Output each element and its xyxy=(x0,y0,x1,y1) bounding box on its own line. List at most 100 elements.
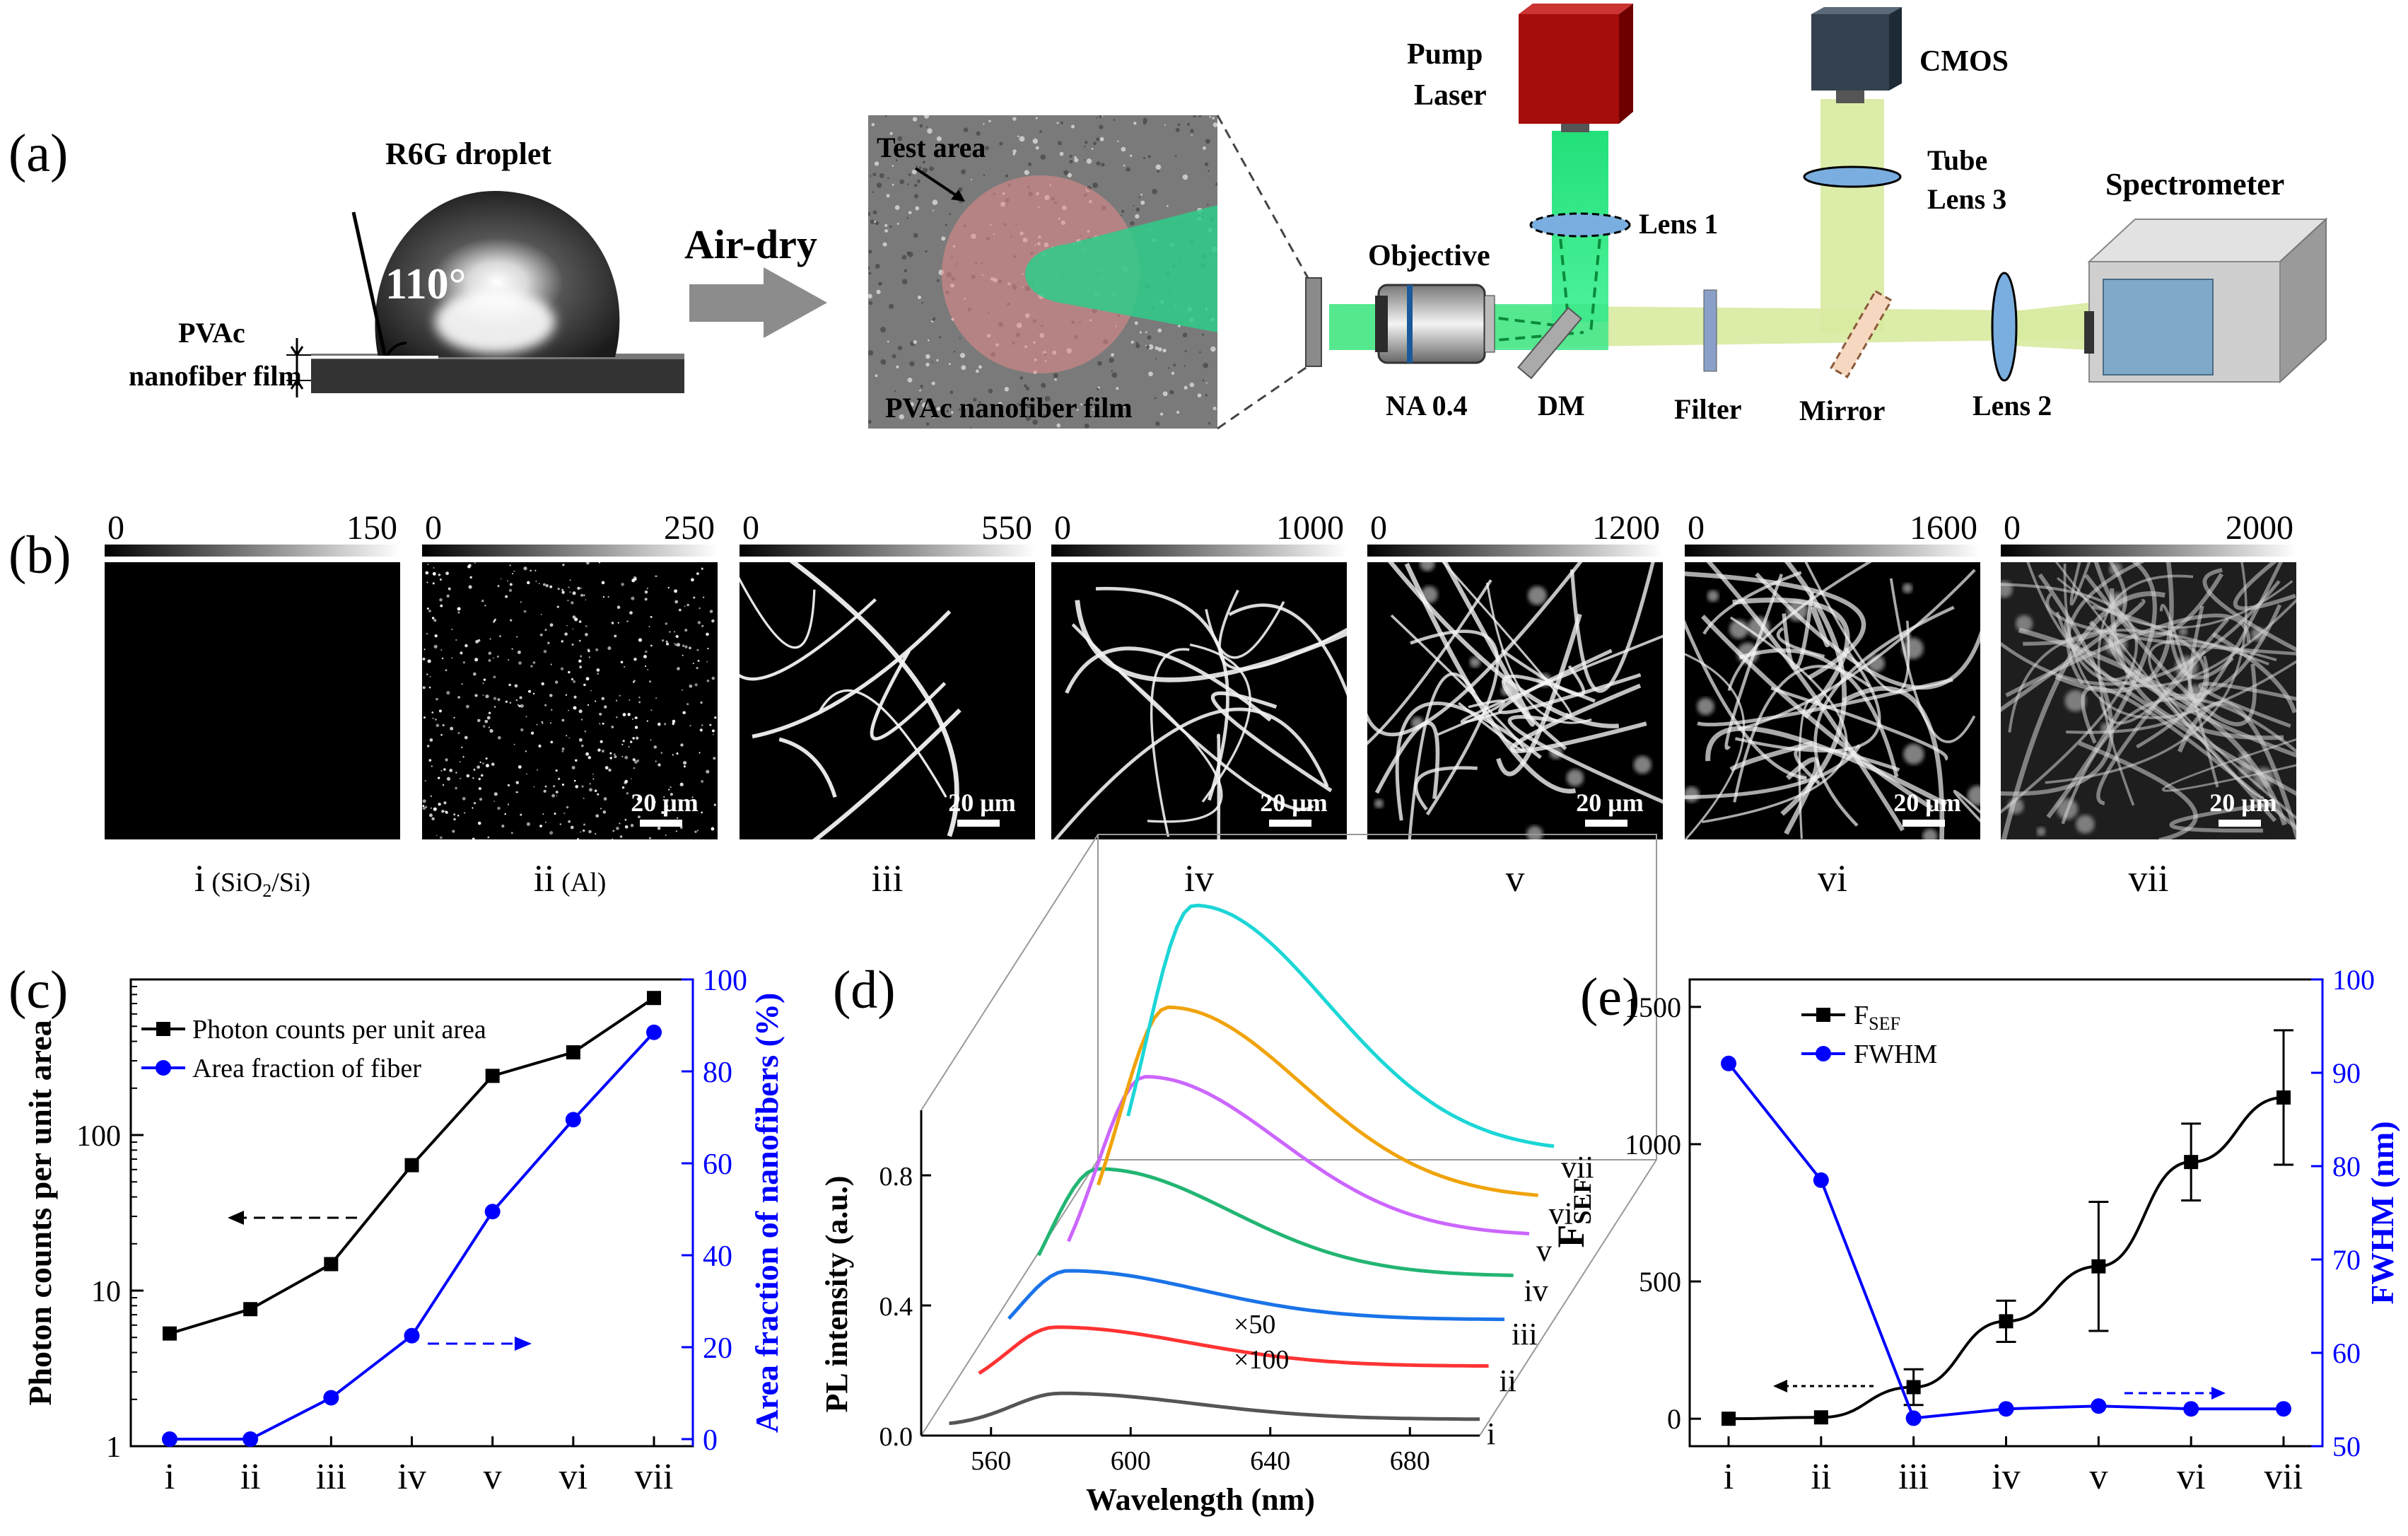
speckle xyxy=(440,649,443,651)
speckle xyxy=(709,723,712,726)
data-point xyxy=(646,1024,662,1040)
speckle xyxy=(976,131,981,136)
speckle xyxy=(649,837,651,839)
series-label: iv xyxy=(1524,1274,1548,1308)
speckle xyxy=(459,777,462,779)
speckle xyxy=(706,679,710,682)
speckle xyxy=(1140,200,1145,205)
speckle xyxy=(493,801,496,803)
fiber-junction xyxy=(1633,755,1652,774)
colorbar-min: 0 xyxy=(107,509,124,547)
speckle xyxy=(961,365,966,371)
speckle xyxy=(663,796,665,798)
speckle xyxy=(624,665,626,668)
speckle xyxy=(595,700,597,702)
speckle xyxy=(444,810,446,813)
speckle xyxy=(939,336,942,339)
speckle xyxy=(650,616,653,618)
speckle xyxy=(896,222,899,225)
speckle xyxy=(868,266,870,270)
speckle xyxy=(426,673,428,675)
fiber xyxy=(1065,646,1272,722)
speckle xyxy=(426,745,430,747)
speckle xyxy=(517,791,519,793)
speckle xyxy=(1069,160,1073,164)
speckle xyxy=(1012,149,1017,153)
speckle xyxy=(543,789,547,793)
speckle xyxy=(628,745,630,748)
fiber xyxy=(1733,665,1871,803)
speckle xyxy=(1201,333,1205,336)
speckle xyxy=(1041,383,1046,388)
speckle xyxy=(1091,148,1094,150)
speckle xyxy=(904,269,908,273)
speckle xyxy=(615,699,618,702)
speckle xyxy=(428,813,433,818)
dm-label: DM xyxy=(1538,390,1585,421)
speckle xyxy=(453,716,455,719)
speckle xyxy=(611,622,614,624)
speckle xyxy=(1157,169,1160,173)
arrowhead xyxy=(228,1211,244,1225)
speckle xyxy=(916,165,918,168)
speckle xyxy=(913,194,919,199)
speckle xyxy=(634,716,638,719)
speckle xyxy=(646,720,649,722)
speckle xyxy=(450,726,454,731)
speckle xyxy=(1207,204,1209,206)
scale-bar-label: 20 μm xyxy=(1260,789,1327,817)
speckle xyxy=(472,777,474,779)
speckle xyxy=(422,805,425,808)
speckle xyxy=(581,785,584,788)
speckle xyxy=(595,814,600,818)
y-axis-label-main: F xyxy=(1550,1225,1592,1248)
speckle xyxy=(482,682,484,685)
x-tick-label: i xyxy=(165,1457,175,1497)
image-content xyxy=(740,562,962,839)
speckle xyxy=(1004,387,1010,392)
speckle xyxy=(922,168,928,173)
speckle xyxy=(565,694,568,696)
speckle xyxy=(899,414,904,419)
speckle xyxy=(1019,376,1024,380)
speckle xyxy=(507,658,510,661)
fiber-junction xyxy=(2251,627,2265,641)
speckle xyxy=(896,365,899,368)
speckle xyxy=(462,756,464,758)
speckle xyxy=(599,723,601,725)
speckle xyxy=(1113,119,1116,121)
y2-tick-label: 100 xyxy=(2332,964,2375,996)
speckle xyxy=(973,397,977,402)
fiber xyxy=(1218,589,1347,670)
speckle xyxy=(956,145,958,148)
speckle xyxy=(428,759,432,762)
speckle xyxy=(493,619,496,622)
speckle xyxy=(683,761,687,765)
speckle xyxy=(711,619,715,623)
data-point xyxy=(565,1112,581,1128)
speckle xyxy=(464,735,468,740)
speckle xyxy=(872,210,877,215)
y-tick-label: 0.4 xyxy=(879,1292,913,1322)
speckle xyxy=(542,722,544,724)
speckle xyxy=(477,718,481,723)
speckle xyxy=(655,760,657,762)
speckle xyxy=(516,636,518,638)
speckle xyxy=(1057,141,1062,146)
speckle xyxy=(509,583,513,586)
speckle xyxy=(697,660,700,662)
objective-lens xyxy=(1375,284,1495,364)
speckle xyxy=(880,327,887,332)
speckle xyxy=(556,795,558,797)
speckle xyxy=(493,792,498,796)
speckle xyxy=(880,359,887,365)
speckle xyxy=(672,722,675,726)
speckle xyxy=(572,591,576,595)
speckle xyxy=(638,696,641,699)
speckle xyxy=(457,814,460,817)
speckle xyxy=(597,673,600,675)
x-tick-label: 600 xyxy=(1111,1446,1151,1476)
colorbar-max: 1200 xyxy=(1592,509,1660,547)
speckle xyxy=(692,663,694,665)
